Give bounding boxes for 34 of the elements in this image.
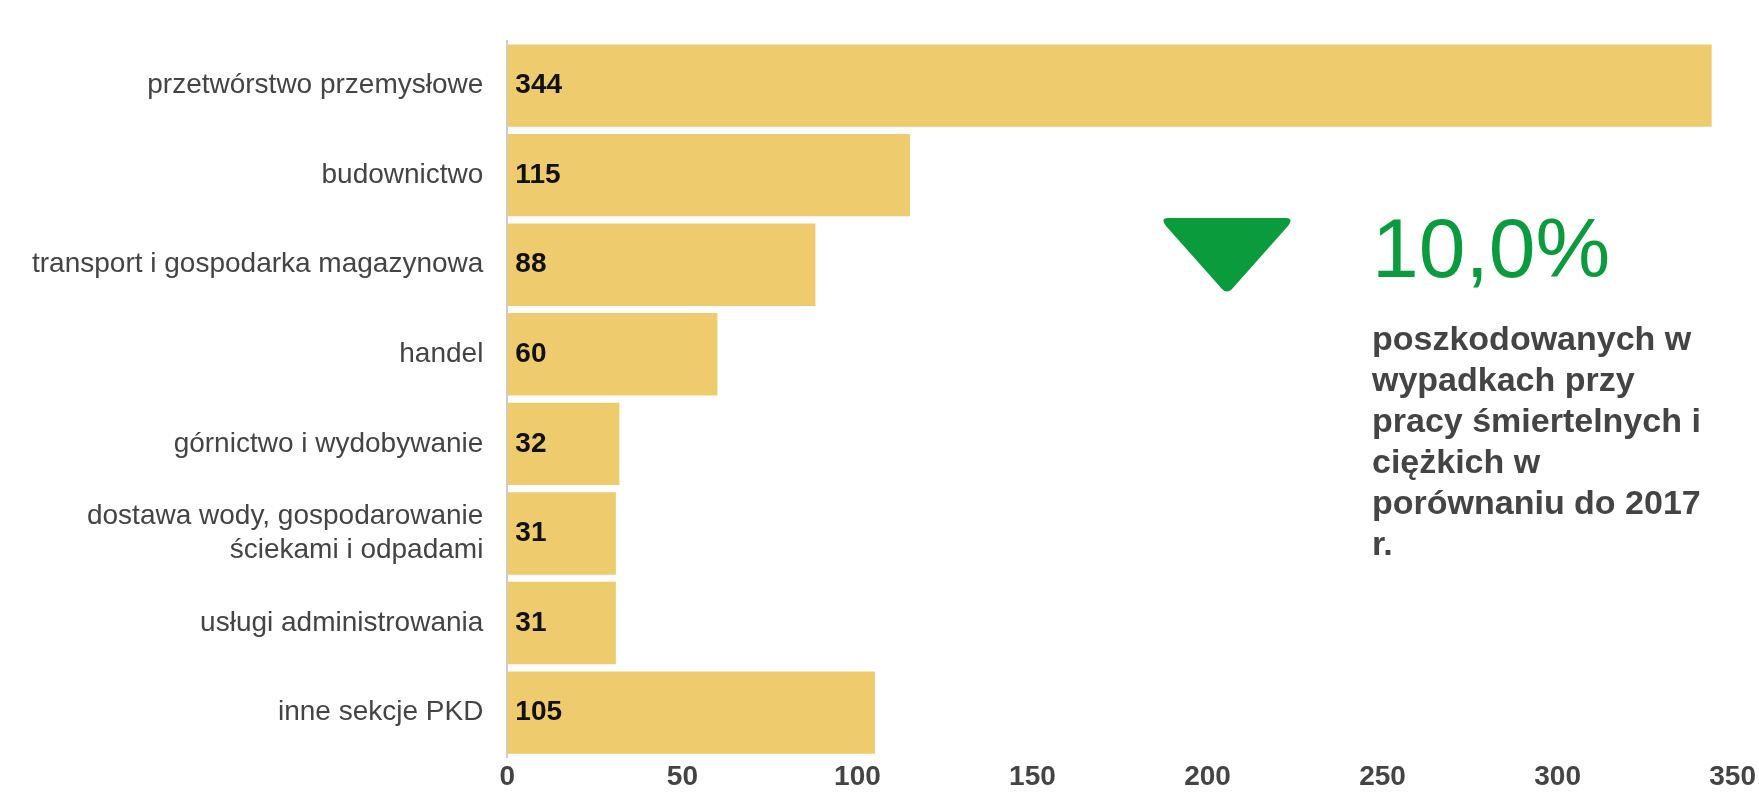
bar <box>507 581 616 665</box>
data-label: 115 <box>515 157 561 189</box>
annotation: 10,0% <box>1372 200 1611 297</box>
x-tick-label: 50 <box>666 759 698 791</box>
x-tick-label: 200 <box>1184 759 1231 791</box>
y-tick-label: transport i gospodarka magazynowa <box>31 247 484 279</box>
data-label: 32 <box>515 426 547 458</box>
bar <box>507 44 1712 127</box>
x-tick-label: 0 <box>499 759 516 791</box>
bar <box>507 133 910 217</box>
y-tick-label: handel <box>399 337 484 369</box>
y-tick-label: dostawa wody, gospodarowanie ściekami i odpadami <box>86 499 484 564</box>
x-tick-label: 300 <box>1534 759 1581 791</box>
bar <box>507 492 616 575</box>
y-tick-label: przetwórstwo przemysłowe <box>147 68 484 100</box>
bar <box>507 402 620 486</box>
data-label: 344 <box>515 68 563 100</box>
annotation: poszkodowanych w wypadkach przy pracy śmiertelnych i ciężkich w porównaniu do 2017 r. <box>1372 318 1702 564</box>
data-label: 31 <box>515 605 547 637</box>
x-tick-label: 100 <box>834 759 881 791</box>
data-label: 31 <box>515 516 547 548</box>
y-tick-label: budownictwo <box>321 157 484 189</box>
x-tick-label: 150 <box>1009 759 1056 791</box>
bar <box>507 223 816 306</box>
bar <box>507 671 875 754</box>
y-tick-label: górnictwo i wydobywanie <box>173 426 484 458</box>
data-label: 105 <box>515 695 563 727</box>
bar <box>507 313 718 396</box>
data-label: 60 <box>515 337 547 369</box>
x-tick-label: 350 <box>1709 759 1756 791</box>
y-tick-label: inne sekcje PKD <box>277 695 484 727</box>
data-label: 88 <box>515 247 547 279</box>
y-tick-label: usługi administrowania <box>200 605 484 637</box>
x-tick-label: 250 <box>1359 759 1406 791</box>
